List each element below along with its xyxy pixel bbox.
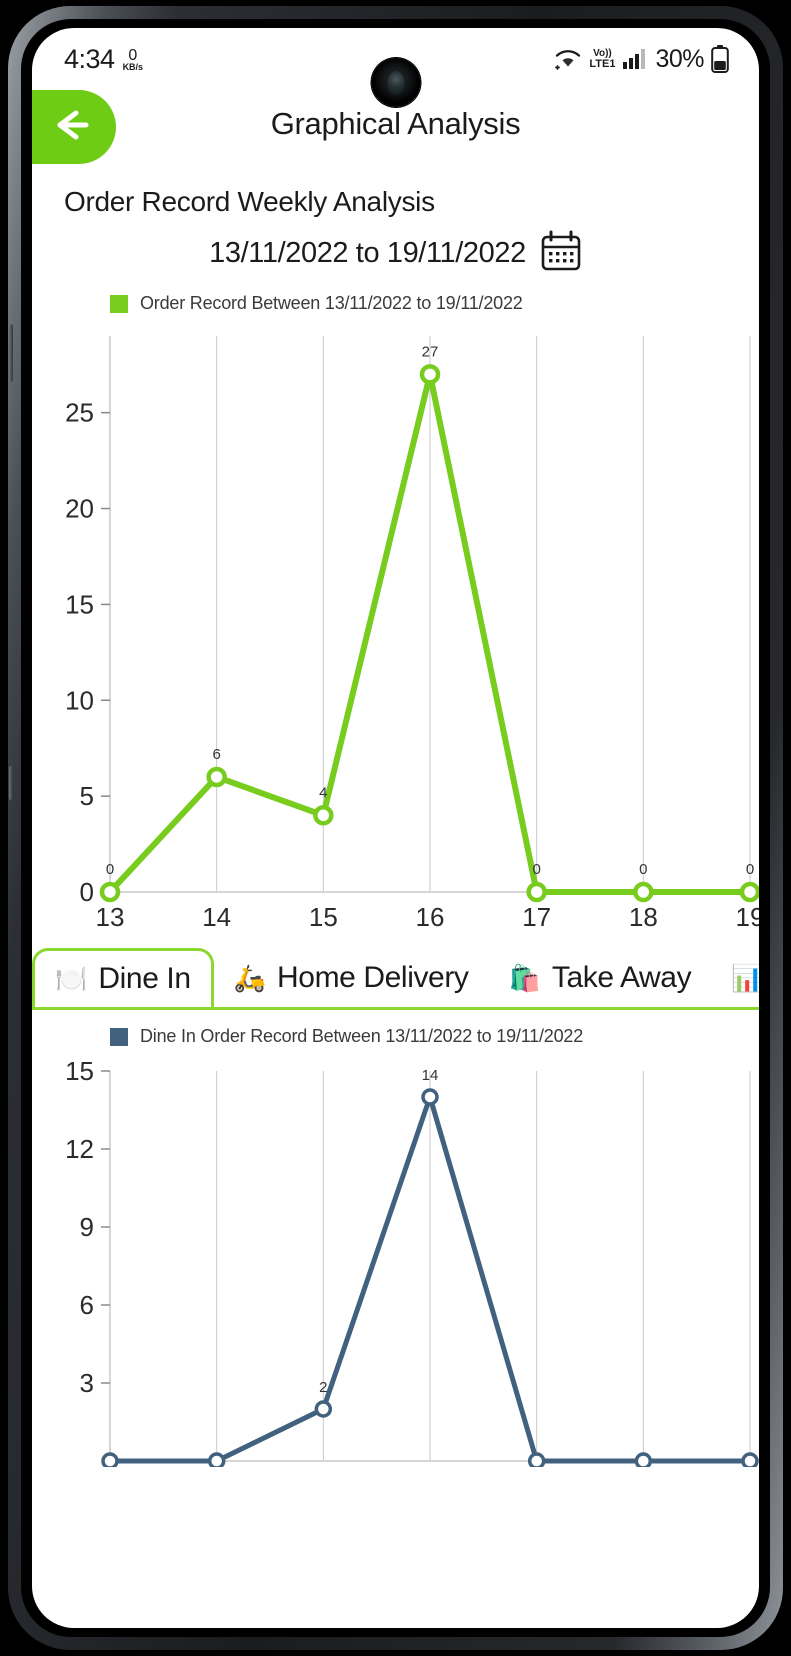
svg-text:5: 5 xyxy=(80,781,94,811)
chart-2-legend: Dine In Order Record Between 13/11/2022 … xyxy=(32,1010,759,1047)
svg-text:15: 15 xyxy=(309,902,338,932)
svg-text:12: 12 xyxy=(65,1134,94,1164)
tab-overflow[interactable]: 📊 xyxy=(711,948,759,1007)
svg-text:10: 10 xyxy=(65,685,94,715)
legend-label: Order Record Between 13/11/2022 to 19/11… xyxy=(140,293,523,313)
svg-text:14: 14 xyxy=(422,1067,439,1084)
svg-text:13: 13 xyxy=(96,902,125,932)
svg-text:0: 0 xyxy=(639,861,647,878)
svg-text:14: 14 xyxy=(202,902,231,932)
svg-text:27: 27 xyxy=(422,343,439,360)
svg-text:25: 25 xyxy=(65,398,94,428)
page-title: Graphical Analysis xyxy=(270,106,521,141)
clock: 4:34 xyxy=(64,43,115,74)
chart-1[interactable]: 0 5 10 15 20 25 13 14 15 16 17 18 19 0 6 4 27 0 0 0 xyxy=(32,314,759,944)
power-button[interactable] xyxy=(9,766,13,800)
svg-text:0: 0 xyxy=(80,877,94,907)
svg-text:20: 20 xyxy=(65,494,94,524)
tab-take-away[interactable]: 🛍️ Take Away xyxy=(489,948,712,1007)
front-camera-punch-hole xyxy=(371,58,420,107)
svg-text:9: 9 xyxy=(80,1212,94,1242)
tab-home-delivery[interactable]: 🛵 Home Delivery xyxy=(214,948,489,1007)
arrow-left-icon xyxy=(46,105,96,150)
tab-label: Home Delivery xyxy=(277,960,469,994)
section-subtitle: Order Record Weekly Analysis xyxy=(64,186,435,217)
camera-lens xyxy=(387,70,404,95)
svg-text:17: 17 xyxy=(522,902,551,932)
svg-text:16: 16 xyxy=(416,902,445,932)
svg-text:0: 0 xyxy=(532,861,540,878)
dine-in-icon: 🍽️ xyxy=(55,964,88,994)
tab-label: Take Away xyxy=(551,960,692,994)
legend-swatch xyxy=(110,294,128,313)
svg-text:2: 2 xyxy=(319,1379,327,1396)
app-bar: Graphical Analysis xyxy=(32,90,759,178)
legend-swatch xyxy=(110,1027,128,1046)
svg-text:15: 15 xyxy=(65,589,94,619)
phone-device-frame: 4:34 0 KB/s xyxy=(8,6,783,1650)
battery-icon xyxy=(711,45,729,73)
svg-text:18: 18 xyxy=(629,902,658,932)
volume-button[interactable] xyxy=(9,324,13,382)
svg-text:0: 0 xyxy=(746,861,754,878)
tab-dine-in[interactable]: 🍽️ Dine In xyxy=(32,948,214,1007)
takeaway-bag-icon: 🛍️ xyxy=(508,962,541,993)
signal-bars-icon xyxy=(622,48,648,70)
back-button[interactable] xyxy=(32,90,116,164)
svg-text:19: 19 xyxy=(736,902,759,932)
date-range-label: 13/11/2022 to 19/11/2022 xyxy=(209,237,526,269)
dine-in-order-record-line-chart[interactable]: 3 6 9 12 15 2 14 xyxy=(32,1047,759,1467)
battery-percent-label: 30% xyxy=(655,44,704,73)
device-bezel: 4:34 0 KB/s xyxy=(21,19,770,1637)
legend-label: Dine In Order Record Between 13/11/2022 … xyxy=(140,1026,584,1046)
network-speed: 0 KB/s xyxy=(122,46,144,75)
date-range-row[interactable]: 13/11/2022 to 19/11/2022 xyxy=(32,218,759,277)
svg-text:4: 4 xyxy=(319,784,327,801)
tab-label: Dine In xyxy=(98,962,191,995)
wifi-icon xyxy=(554,47,582,71)
network-speed-unit: KB/s xyxy=(122,61,144,72)
bar-chart-icon: 📊 xyxy=(731,965,759,991)
chart-2[interactable]: 3 6 9 12 15 2 14 xyxy=(32,1047,759,1467)
svg-text:0: 0 xyxy=(106,861,114,878)
calendar-icon[interactable] xyxy=(540,230,582,277)
status-bar-right: Vo)) LTE1 30% xyxy=(554,45,729,74)
status-bar: 4:34 0 KB/s xyxy=(32,28,759,107)
svg-text:6: 6 xyxy=(212,746,220,763)
svg-text:6: 6 xyxy=(80,1290,94,1320)
order-type-tabs[interactable]: 🍽️ Dine In 🛵 Home Delivery 🛍️ Take Away … xyxy=(32,948,759,1010)
status-bar-left: 4:34 0 KB/s xyxy=(64,44,143,75)
scooter-icon: 🛵 xyxy=(233,962,267,993)
chart-1-legend: Order Record Between 13/11/2022 to 19/11… xyxy=(32,277,759,314)
volte-icon: Vo)) LTE1 xyxy=(589,47,616,70)
network-speed-value: 0 xyxy=(128,46,138,64)
svg-text:3: 3 xyxy=(80,1368,94,1398)
phone-screen: 4:34 0 KB/s xyxy=(32,28,759,1628)
svg-text:15: 15 xyxy=(65,1056,94,1086)
